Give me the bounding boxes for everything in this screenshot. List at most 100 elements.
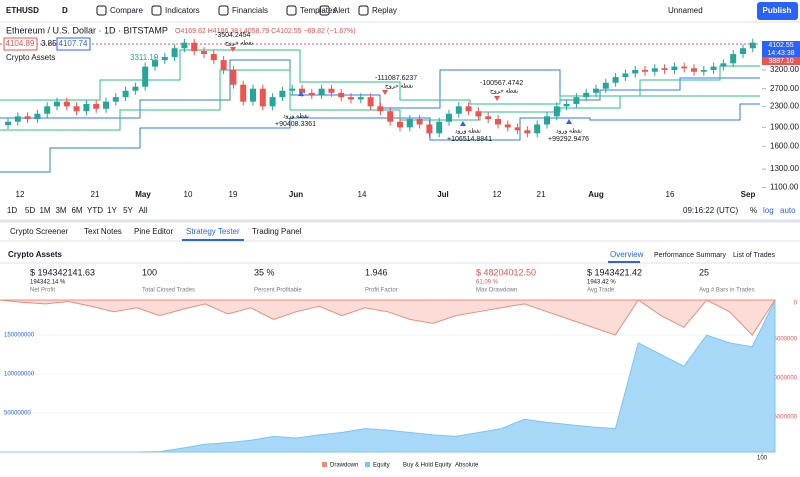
ask[interactable]: 4107.74 [59, 39, 88, 48]
tester-view[interactable]: List of Trades [733, 252, 776, 259]
x-tick-label: Jul [437, 190, 449, 199]
range-button[interactable]: 5Y [123, 206, 133, 215]
stat-label: Total Closed Trades [142, 288, 195, 294]
panel-tab[interactable]: Pine Editor [134, 227, 173, 236]
range-button[interactable]: 1Y [107, 206, 117, 215]
publish-button[interactable] [757, 2, 798, 20]
layout-name[interactable]: Unnamed [668, 6, 703, 15]
range-button[interactable]: 6M [71, 206, 82, 215]
bid[interactable]: 4104.89 [6, 39, 35, 48]
candle [632, 69, 639, 74]
symbol[interactable]: ETHUSD [6, 6, 39, 15]
candle [740, 48, 746, 55]
candle [749, 42, 756, 49]
panel-tab[interactable]: Strategy Tester [186, 227, 240, 236]
indicator-name: Crypto Assets [6, 53, 55, 62]
candle [710, 66, 717, 70]
indicator-value: 3311.19 [130, 53, 159, 62]
candle [93, 103, 100, 109]
bid-box[interactable] [3, 37, 38, 51]
toolbar-item[interactable]: Alert [333, 6, 350, 15]
range-button[interactable]: 5D [25, 206, 35, 215]
percent-toggle[interactable]: % [750, 206, 757, 215]
x-tick-label: Sep [741, 190, 756, 199]
candle [642, 69, 648, 72]
y-tick-label: 2300.00 [770, 101, 799, 110]
x-tick-label: May [135, 190, 151, 199]
candle [730, 54, 737, 64]
candle [220, 60, 227, 70]
candle [63, 101, 70, 107]
candle [504, 124, 511, 128]
x-tick-label: 10 [184, 190, 193, 199]
candle [328, 88, 335, 93]
toolbar-item[interactable]: Replay [372, 6, 397, 15]
auto-toggle[interactable]: auto [780, 206, 796, 215]
drawdown-area [0, 299, 776, 336]
candle [387, 111, 394, 122]
panel-tab[interactable]: Trading Panel [252, 227, 302, 236]
legend-entry[interactable]: Absolute [455, 463, 479, 469]
toolbar-icon [96, 5, 107, 16]
strategy-name[interactable]: Crypto Assets [8, 250, 62, 259]
x-tick-label: Aug [588, 190, 604, 199]
legend-entry[interactable]: Equity [373, 463, 390, 469]
candle [426, 124, 433, 134]
candle [44, 106, 51, 114]
candle [563, 103, 570, 107]
x-tick-label: 19 [229, 190, 238, 199]
stat-value: 100 [142, 267, 157, 277]
candle [357, 97, 364, 100]
ohlc: O4169.62 H4186.38 L4058.79 C4102.55 −69.… [175, 28, 356, 35]
clock[interactable]: 09:16:22 (UTC) [683, 206, 738, 215]
stat-value: 25 [699, 267, 709, 277]
interval[interactable]: D [62, 6, 68, 15]
candle [700, 69, 707, 72]
range-button[interactable]: YTD [87, 206, 103, 215]
candle [250, 88, 256, 102]
range-button[interactable]: 3M [55, 206, 66, 215]
toolbar-item[interactable]: Financials [232, 6, 268, 15]
range-button[interactable]: 1M [39, 206, 50, 215]
range-button[interactable]: All [139, 206, 148, 215]
log-toggle[interactable]: log [763, 206, 774, 215]
toolbar-item[interactable]: Templates [300, 6, 336, 15]
y2-tick-label: -15000000 [768, 415, 797, 421]
legend-entry[interactable]: Buy & Hold Equity [403, 463, 451, 469]
publish-label[interactable]: Publish [763, 6, 792, 15]
candle [691, 68, 697, 72]
price-tag-label: 3887.10 [768, 58, 793, 65]
candle [269, 97, 276, 107]
toolbar [0, 0, 800, 22]
candle [406, 118, 413, 128]
range-button[interactable]: 1D [7, 206, 17, 215]
y-tick-label: 3200.00 [770, 65, 799, 74]
price-tag [762, 57, 800, 65]
channel-line [0, 49, 760, 105]
candle [495, 118, 501, 125]
panel-tab[interactable]: Crypto Screener [10, 227, 69, 236]
candle [377, 106, 384, 112]
candle [308, 92, 315, 95]
stat-label: Net Profit [30, 288, 55, 294]
entry-arrow [566, 119, 572, 124]
candle [122, 90, 129, 98]
toolbar-item[interactable]: Indicators [165, 6, 200, 15]
tester-view[interactable]: Overview [610, 250, 644, 259]
ask-box[interactable] [56, 37, 91, 51]
price-tag-label: 14:43:38 [767, 50, 794, 57]
candle [191, 42, 198, 52]
y-tick-label: 1900.00 [770, 122, 799, 131]
price-tag [762, 49, 800, 57]
channel-line [0, 59, 760, 119]
trade-label: نقطه ورود [556, 128, 582, 135]
panel-tab[interactable]: Text Notes [84, 227, 122, 236]
stat-label: Avg # Bars in Trades [699, 288, 755, 294]
legend-entry[interactable]: Drawdown [330, 463, 358, 469]
price-tag-label: 4102.55 [768, 42, 793, 49]
x-tick-label: 21 [537, 190, 546, 199]
tester-view[interactable]: Performance Summary [654, 252, 726, 259]
toolbar-item[interactable]: Compare [110, 6, 143, 15]
y-tick-label: 50000000 [4, 411, 31, 417]
candle [289, 88, 296, 91]
